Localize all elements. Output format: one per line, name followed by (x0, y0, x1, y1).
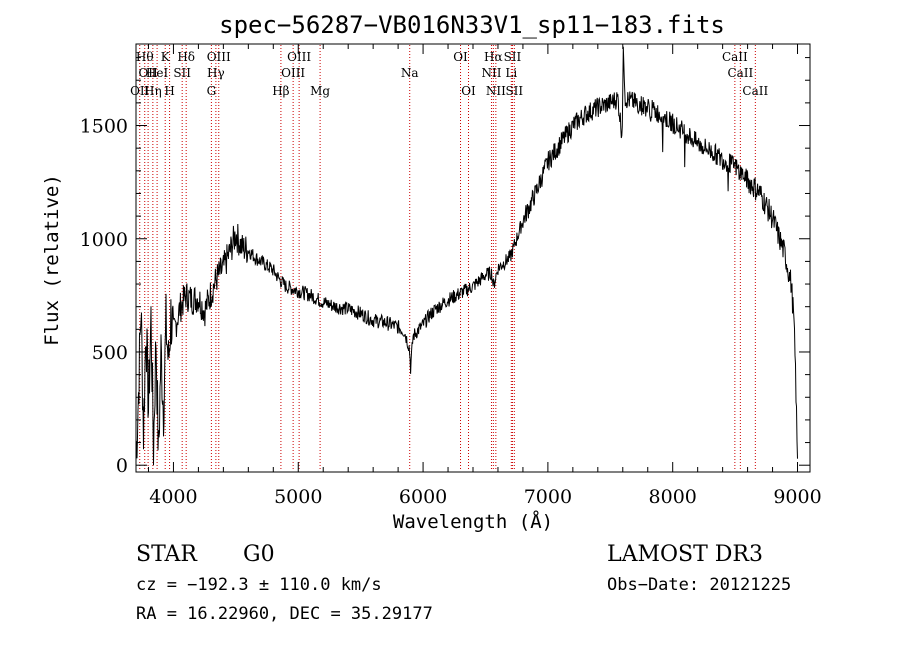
spectral-line-label: CaII (727, 66, 753, 80)
spectral-line-label: HeI (146, 66, 169, 80)
spectral-line-label: CaII (722, 50, 748, 64)
spectral-line-label: NII (486, 84, 506, 98)
spectral-lines-layer (139, 45, 756, 471)
spectral-line-label: H (164, 84, 174, 98)
spectral-line-label: SII (505, 84, 523, 98)
spectral-line-label: Li (505, 66, 517, 80)
axis-ticks: 4000 5000 6000 7000 8000 9000 0 500 1000 1500 (80, 44, 822, 508)
spectral-line-label: G (207, 84, 217, 98)
y-tick-label: 1000 (80, 229, 128, 251)
x-tick-label: 7000 (524, 486, 572, 508)
survey-name: LAMOST DR3 (607, 542, 763, 567)
spectral-line-labels: OIIHθOIIHηHeIKHSIIHδGHγOIIIHβOIIIOIIIMgN… (130, 50, 768, 98)
spectral-line-label: SII (504, 50, 522, 64)
x-tick-label: 4000 (149, 486, 197, 508)
spectral-line-label: Hγ (207, 66, 225, 80)
spectral-line-label: K (161, 50, 171, 64)
spectral-line-label: OIII (287, 50, 311, 64)
x-tick-label: 6000 (399, 486, 447, 508)
spectral-line-label: Na (401, 66, 419, 80)
y-tick-label: 500 (92, 342, 128, 364)
spectral-line-label: Hα (484, 50, 503, 64)
x-tick-label: 5000 (274, 486, 322, 508)
y-tick-label: 0 (116, 455, 128, 477)
spectral-line-label: OIII (281, 66, 305, 80)
spectral-line-label: OII (138, 66, 158, 80)
observation-date: Obs−Date: 20121225 (607, 575, 791, 595)
spectral-line-label: OII (130, 84, 150, 98)
plot-frame (135, 43, 811, 473)
x-axis-label: Wavelength (Å) (393, 510, 553, 533)
spectral-line-label: OI (453, 50, 468, 64)
coordinates: RA = 16.22960, DEC = 35.29177 (136, 604, 433, 624)
object-subclass: G0 (243, 542, 275, 567)
y-axis-label: Flux (relative) (41, 174, 63, 346)
spectral-line-label: OIII (207, 50, 231, 64)
x-tick-label: 9000 (773, 486, 821, 508)
spectral-line-label: Mg (310, 84, 330, 98)
spectral-line-label: Hη (144, 84, 162, 98)
spectral-line-label: OI (461, 84, 476, 98)
object-class: STAR (136, 542, 198, 567)
spectrum-flux-line (135, 46, 798, 466)
spectral-line-label: Hδ (177, 50, 195, 64)
x-tick-label: 8000 (649, 486, 697, 508)
redshift-info: cz = −192.3 ± 110.0 km/s (136, 575, 382, 595)
spectral-line-label: CaII (742, 84, 768, 98)
spectral-line-label: NII (481, 66, 501, 80)
spectral-line-label: Hβ (272, 84, 289, 98)
spectral-line-label: Hθ (136, 50, 154, 64)
y-tick-label: 1500 (80, 116, 128, 138)
spectral-line-label: SII (173, 66, 191, 80)
chart-title: spec−56287−VB016N33V1_sp11−183.fits (219, 11, 725, 39)
